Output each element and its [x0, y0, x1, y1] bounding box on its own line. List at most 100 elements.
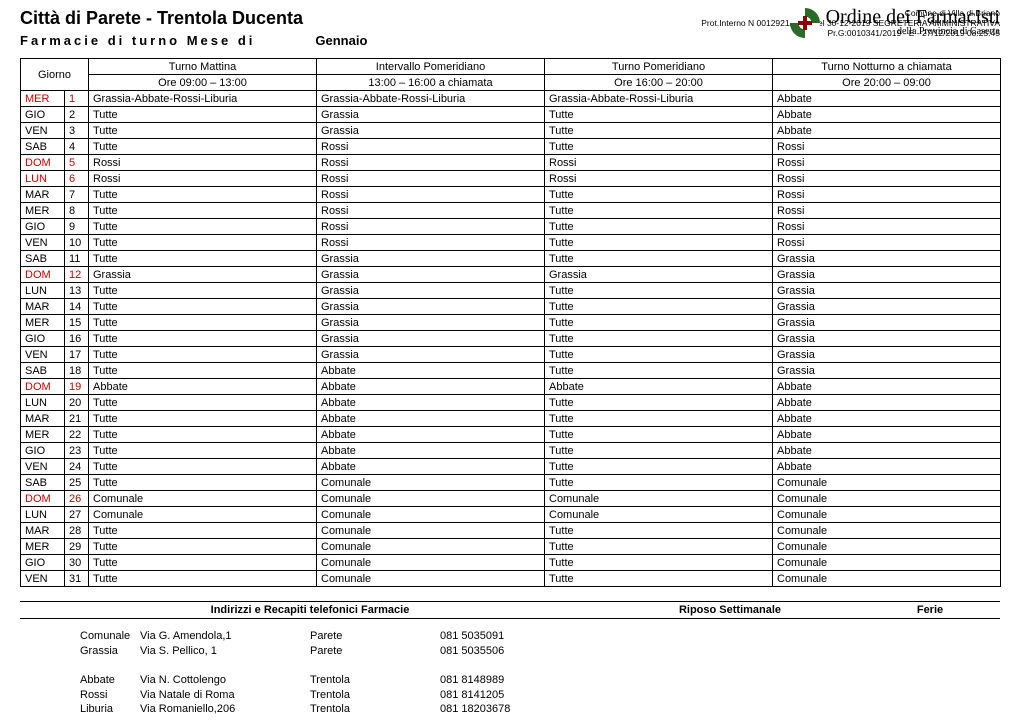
cell-num: 31: [65, 571, 89, 587]
cell-num: 13: [65, 283, 89, 299]
cell-num: 2: [65, 107, 89, 123]
cell-value: Rossi: [773, 235, 1001, 251]
address-row: LiburiaVia Romaniello,206Trentola081 182…: [80, 702, 1000, 717]
cell-value: Grassia-Abbate-Rossi-Liburia: [545, 91, 773, 107]
cell-value: Tutte: [89, 427, 317, 443]
org-block: Comune di Villa di Briano Prot.Interno N…: [700, 8, 1000, 38]
meta-lines: Comune di Villa di Briano Prot.Interno N…: [701, 8, 1000, 39]
cell-value: Comunale: [317, 491, 545, 507]
cell-value: Tutte: [89, 315, 317, 331]
col4-bot: Ore 20:00 – 09:00: [773, 75, 1001, 91]
cell-value: Tutte: [545, 555, 773, 571]
cell-num: 16: [65, 331, 89, 347]
cell-num: 27: [65, 507, 89, 523]
cell-value: Tutte: [89, 363, 317, 379]
cell-num: 14: [65, 299, 89, 315]
cell-day: MER: [21, 427, 65, 443]
footer-h1: Indirizzi e Recapiti telefonici Farmacie: [20, 604, 600, 616]
cell-value: Grassia: [773, 363, 1001, 379]
cell-value: Comunale: [773, 539, 1001, 555]
cell-value: Tutte: [545, 395, 773, 411]
table-body: MER1Grassia-Abbate-Rossi-LiburiaGrassia-…: [21, 91, 1001, 587]
table-row: LUN27ComunaleComunaleComunaleComunale: [21, 507, 1001, 523]
cell-value: Rossi: [773, 187, 1001, 203]
cell-value: Comunale: [317, 571, 545, 587]
cell-value: Comunale: [545, 507, 773, 523]
table-row: MER15TutteGrassiaTutteGrassia: [21, 315, 1001, 331]
cell-value: Grassia: [773, 251, 1001, 267]
cell-value: Rossi: [773, 203, 1001, 219]
cell-value: Abbate: [773, 443, 1001, 459]
cell-num: 5: [65, 155, 89, 171]
cell-value: Rossi: [89, 155, 317, 171]
table-row: DOM26ComunaleComunaleComunaleComunale: [21, 491, 1001, 507]
cell-value: Tutte: [89, 235, 317, 251]
meta-line-3: Pr.G:0010341/2019 - E - 27/12/2019 08:25…: [701, 28, 1000, 38]
cell-value: Abbate: [317, 395, 545, 411]
cell-value: Rossi: [317, 155, 545, 171]
cell-value: Grassia: [317, 299, 545, 315]
pharmacy-phone: 081 8141205: [440, 688, 560, 703]
table-row: LUN20TutteAbbateTutteAbbate: [21, 395, 1001, 411]
cell-num: 9: [65, 219, 89, 235]
cell-num: 24: [65, 459, 89, 475]
table-row: MAR14TutteGrassiaTutteGrassia: [21, 299, 1001, 315]
cell-day: VEN: [21, 123, 65, 139]
table-row: LUN13TutteGrassiaTutteGrassia: [21, 283, 1001, 299]
cell-value: Grassia: [773, 283, 1001, 299]
page-header: Città di Parete - Trentola Ducenta Farma…: [20, 8, 1000, 48]
cell-day: SAB: [21, 251, 65, 267]
pharmacy-addr: Via G. Amendola,1: [140, 629, 310, 644]
cell-num: 19: [65, 379, 89, 395]
col2-bot: 13:00 – 16:00 a chiamata: [317, 75, 545, 91]
cell-day: VEN: [21, 459, 65, 475]
table-row: LUN6RossiRossiRossiRossi: [21, 171, 1001, 187]
cell-day: GIO: [21, 443, 65, 459]
cell-value: Abbate: [773, 427, 1001, 443]
cell-value: Rossi: [317, 171, 545, 187]
addresses-block: ComunaleVia G. Amendola,1Parete081 50350…: [80, 629, 1000, 717]
cell-day: SAB: [21, 139, 65, 155]
pharmacy-city: Parete: [310, 644, 440, 659]
subtitle-month: Gennaio: [315, 33, 367, 48]
col1-bot: Ore 09:00 – 13:00: [89, 75, 317, 91]
cell-value: Tutte: [545, 203, 773, 219]
cell-day: VEN: [21, 347, 65, 363]
cell-value: Abbate: [317, 379, 545, 395]
cell-day: GIO: [21, 107, 65, 123]
cell-num: 15: [65, 315, 89, 331]
table-row: MAR7TutteRossiTutteRossi: [21, 187, 1001, 203]
cell-num: 22: [65, 427, 89, 443]
table-row: VEN24TutteAbbateTutteAbbate: [21, 459, 1001, 475]
table-row: GIO30TutteComunaleTutteComunale: [21, 555, 1001, 571]
cell-value: Tutte: [89, 299, 317, 315]
table-head: Giorno Turno Mattina Intervallo Pomeridi…: [21, 59, 1001, 91]
cell-value: Tutte: [89, 555, 317, 571]
cell-day: GIO: [21, 555, 65, 571]
cell-value: Abbate: [317, 459, 545, 475]
cell-value: Tutte: [545, 139, 773, 155]
title-block: Città di Parete - Trentola Ducenta Farma…: [20, 8, 700, 48]
cell-value: Tutte: [545, 187, 773, 203]
pharmacy-addr: Via N. Cottolengo: [140, 673, 310, 688]
cell-day: SAB: [21, 363, 65, 379]
cell-value: Grassia: [317, 123, 545, 139]
cell-value: Abbate: [545, 379, 773, 395]
cell-num: 29: [65, 539, 89, 555]
cell-value: Comunale: [317, 507, 545, 523]
cell-num: 11: [65, 251, 89, 267]
cell-value: Tutte: [89, 443, 317, 459]
cell-value: Abbate: [317, 427, 545, 443]
meta-line-2: Prot.Interno N 0012921/2019 del 30-12-20…: [701, 18, 1000, 28]
cell-value: Abbate: [317, 363, 545, 379]
cell-value: Rossi: [317, 219, 545, 235]
cell-value: Tutte: [89, 123, 317, 139]
cell-value: Rossi: [89, 171, 317, 187]
cell-value: Tutte: [545, 363, 773, 379]
footer-headers: Indirizzi e Recapiti telefonici Farmacie…: [20, 601, 1000, 619]
cell-value: Tutte: [89, 107, 317, 123]
cell-value: Abbate: [773, 107, 1001, 123]
cell-day: VEN: [21, 571, 65, 587]
address-row: ComunaleVia G. Amendola,1Parete081 50350…: [80, 629, 1000, 644]
cell-value: Tutte: [545, 459, 773, 475]
